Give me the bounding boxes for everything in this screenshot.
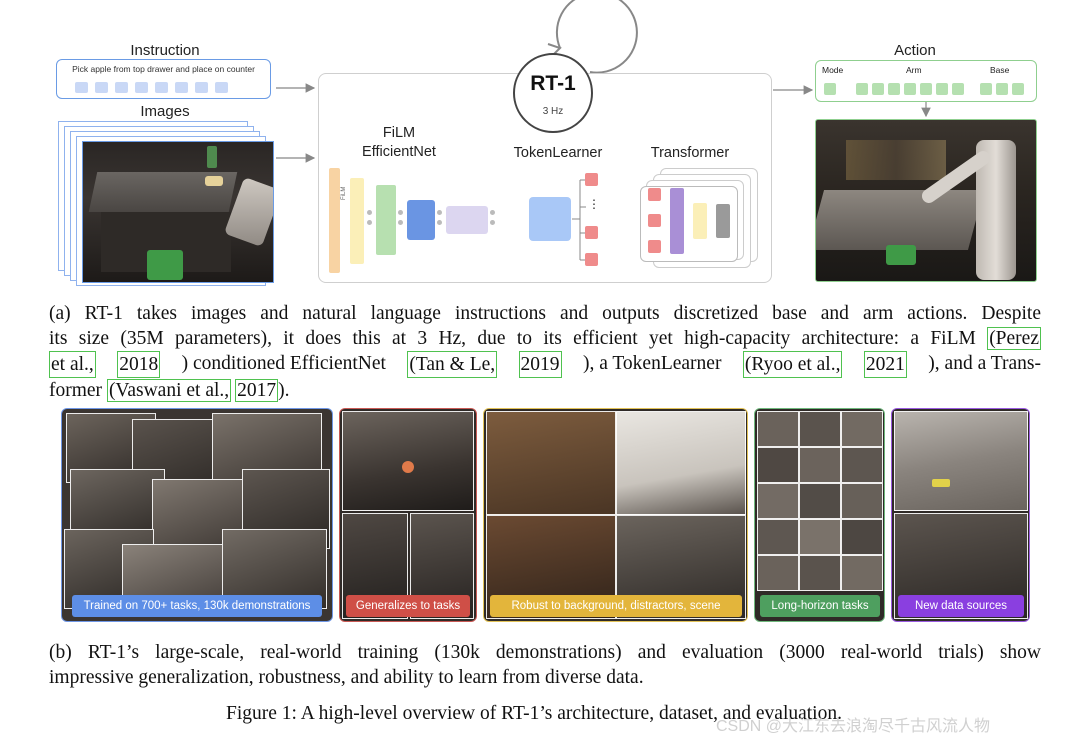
caption-b-line2: impressive generalization, robustness, a… (49, 667, 644, 688)
action-base-label: Base (990, 65, 1010, 75)
watermark: CSDN @大江东去浪淘尽千古风流人物 (716, 718, 991, 735)
instruction-tokens (75, 82, 228, 93)
rt1-badge: RT-1 3 Hz (513, 53, 593, 133)
caption-a-line1: (a) RT-1 takes images and natural langua… (49, 303, 1041, 324)
film-label: FiLM (382, 125, 416, 141)
caption-b: (b) RT-1’s large-scale, real-world train… (49, 640, 1041, 690)
citation-tan[interactable]: (Tan & Le, (407, 351, 498, 378)
caption-b-line1: (b) RT-1’s large-scale, real-world train… (49, 642, 1041, 663)
citation-vaswani-year[interactable]: 2017 (235, 379, 279, 402)
instruction-text: Pick apple from top drawer and place on … (72, 64, 255, 74)
film-vertical-text: FiLM (341, 186, 347, 200)
panel-training: Trained on 700+ tasks, 130k demonstratio… (61, 408, 333, 622)
caption-a-line3-end: ), and a Trans- (928, 353, 1041, 374)
camera-image (82, 141, 274, 283)
action-heading: Action (894, 42, 936, 59)
action-mode-label: Mode (822, 65, 844, 75)
images-heading: Images (140, 103, 190, 120)
diagram-arrows (276, 0, 931, 163)
tokenlearner-label: TokenLearner (513, 145, 603, 161)
citation-tan-year[interactable]: 2019 (518, 351, 562, 378)
instruction-box: Pick apple from top drawer and place on … (56, 59, 271, 99)
panel-training-label: Trained on 700+ tasks, 130k demonstratio… (72, 595, 322, 617)
citation-ryoo[interactable]: (Ryoo et al., (742, 351, 843, 378)
action-arm-label: Arm (906, 65, 922, 75)
citation-ryoo-year[interactable]: 2021 (863, 351, 907, 378)
citation-perez[interactable]: (Perez (987, 327, 1041, 350)
instruction-heading: Instruction (130, 42, 200, 59)
caption-a-line2-text: its size (35M parameters), it does this … (49, 328, 976, 349)
panel-long-horizon: Long-horizon tasks (754, 408, 885, 622)
action-box: Mode Arm Base (815, 60, 1037, 102)
panel-new-data-label: New data sources (898, 595, 1024, 617)
token-ellipsis: ⋮ (588, 197, 600, 211)
panel-robust-label: Robust to background, distractors, scene (490, 595, 742, 617)
film-efficientnet-label: FiLM EfficientNet (346, 124, 452, 162)
citation-vaswani[interactable]: (Vaswani et al., (106, 379, 232, 402)
figure-caption: Figure 1: A high-level overview of RT-1’… (226, 703, 842, 724)
caption-a-line4: former (Vaswani et al., 2017). (49, 378, 1041, 403)
caption-a-line3: et al., 2018 ) conditioned EfficientNet … (49, 351, 1041, 378)
panel-robust: Robust to background, distractors, scene (483, 408, 748, 622)
panel-generalizes: Generalizes to tasks (339, 408, 477, 622)
caption-a-line4-text: former (49, 380, 103, 401)
rt1-name: RT-1 (530, 72, 576, 95)
transformer-label: Transformer (650, 145, 730, 161)
panel-generalizes-label: Generalizes to tasks (346, 595, 470, 617)
panel-new-data: New data sources (891, 408, 1030, 622)
caption-a-line4-end: ). (278, 380, 290, 401)
citation-perez-cont[interactable]: et al., (49, 351, 96, 378)
citation-perez-year[interactable]: 2018 (117, 351, 161, 378)
caption-a-line3-text2: ), a TokenLearner (582, 353, 722, 374)
robot-action-image (815, 119, 1037, 282)
panel-long-horizon-label: Long-horizon tasks (760, 595, 880, 617)
efficientnet-label: EfficientNet (362, 144, 436, 160)
caption-a-line2: its size (35M parameters), it does this … (49, 326, 1041, 351)
caption-a: (a) RT-1 takes images and natural langua… (49, 301, 1041, 403)
rt1-rate: 3 Hz (542, 106, 564, 117)
caption-a-line3-text: ) conditioned EfficientNet (181, 353, 386, 374)
